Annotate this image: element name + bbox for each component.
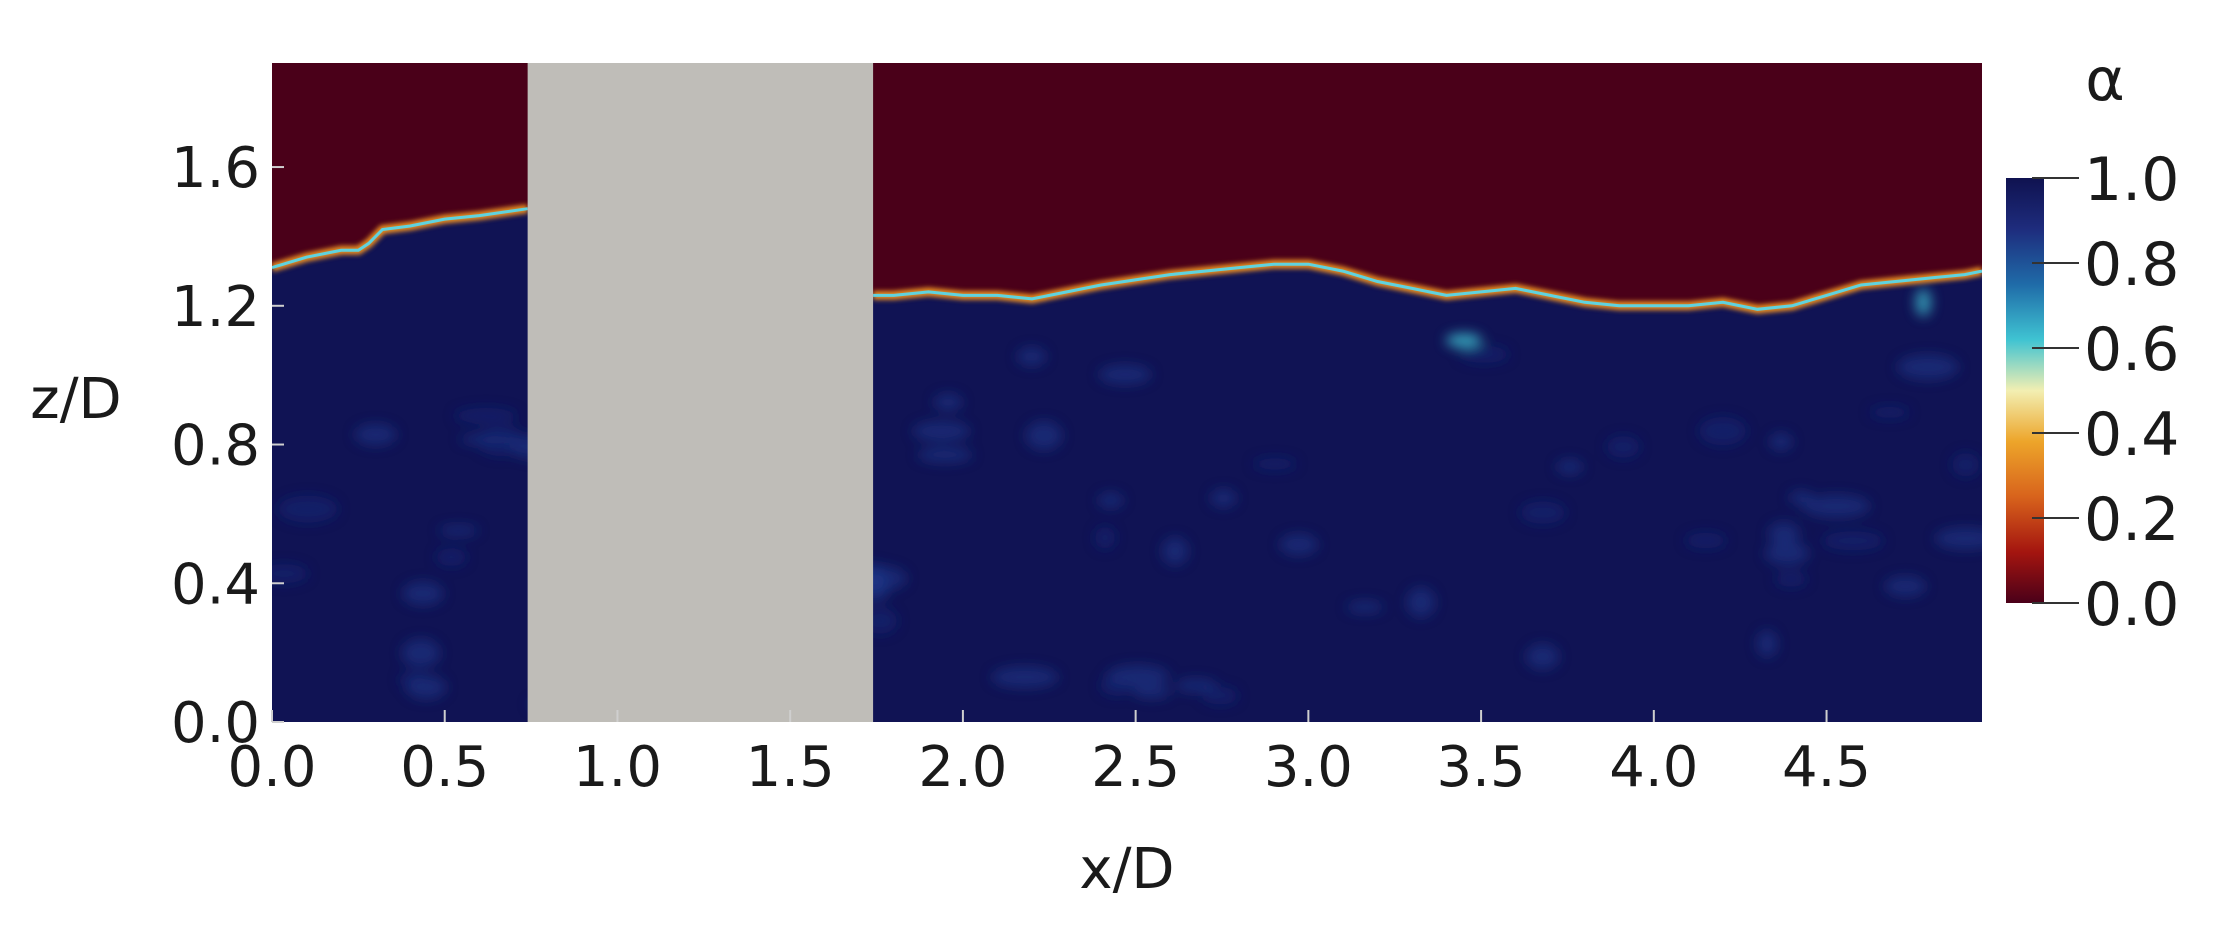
- x-tick-label: 2.5: [1091, 735, 1180, 800]
- eddy-blob: [1253, 458, 1297, 470]
- eddy-blob: [1769, 433, 1793, 451]
- y-tick-label: 1.2: [171, 275, 260, 340]
- eddy-blob: [1768, 522, 1800, 545]
- x-tick-label: 1.5: [746, 735, 835, 800]
- eddy-blob: [1802, 494, 1871, 518]
- x-axis-label: x/D: [1079, 837, 1174, 902]
- eddy-blob: [991, 666, 1059, 688]
- eddy-blob: [1952, 452, 1980, 477]
- x-tick-label: 3.5: [1437, 735, 1526, 800]
- colorbar: α 0.0 0.2 0.4 0.6 0.8 1.0: [2006, 45, 2179, 640]
- eddy-blob: [1279, 534, 1318, 555]
- x-tick-label: 4.5: [1782, 735, 1871, 800]
- eddy-blob: [402, 581, 444, 606]
- eddy-blob: [1210, 489, 1237, 508]
- colorbar-tick-label: 0.4: [2084, 400, 2179, 470]
- eddy-blob: [1098, 364, 1152, 385]
- plot-area: [272, 63, 1982, 722]
- eddy-blob: [438, 525, 479, 536]
- eddy-blob: [912, 421, 971, 442]
- eddy-blob: [1915, 288, 1932, 317]
- eddy-blob: [1174, 678, 1218, 693]
- eddy-blob: [1869, 406, 1910, 419]
- x-tick-label: 4.0: [1609, 735, 1698, 800]
- eddy-blob: [277, 495, 338, 523]
- eddy-blob: [1520, 501, 1566, 524]
- eddy-blob: [1100, 675, 1134, 696]
- eddy-blob: [1132, 685, 1172, 699]
- eddy-blob: [1346, 601, 1384, 613]
- eddy-blob: [399, 671, 429, 688]
- colorbar-gradient: [2006, 178, 2044, 603]
- colorbar-tick-label: 0.6: [2084, 315, 2179, 385]
- eddy-blob: [1162, 537, 1189, 566]
- eddy-blob: [1699, 417, 1747, 446]
- eddy-blob: [401, 638, 440, 668]
- eddy-blob: [1934, 527, 1982, 550]
- eddy-blob: [1765, 541, 1809, 566]
- eddy-blob: [354, 424, 397, 446]
- eddy-blob: [917, 447, 973, 463]
- y-tick-label: 1.6: [171, 136, 260, 201]
- x-tick-label: 2.0: [918, 735, 1007, 800]
- eddy-blob: [1025, 421, 1063, 450]
- eddy-blob: [1685, 532, 1727, 549]
- eddy-blob: [1406, 587, 1435, 618]
- eddy-blob: [1459, 346, 1509, 363]
- colorbar-ticks: 0.0 0.2 0.4 0.6 0.8 1.0: [2032, 145, 2179, 640]
- x-tick-label: 3.0: [1264, 735, 1353, 800]
- eddy-blob: [1822, 531, 1884, 551]
- y-tick-label: 0.4: [171, 552, 260, 617]
- eddy-blob: [1788, 491, 1814, 505]
- eddy-blob: [1775, 571, 1807, 587]
- y-tick-label: 0.8: [171, 414, 260, 479]
- eddy-blob: [1097, 492, 1124, 508]
- colorbar-tick-label: 1.0: [2084, 145, 2179, 215]
- colorbar-tick-label: 0.2: [2084, 485, 2179, 555]
- eddy-blob: [1556, 459, 1583, 475]
- eddy-blob: [454, 408, 518, 424]
- y-axis-label: z/D: [30, 367, 121, 432]
- y-tick-label: 0.0: [171, 691, 260, 756]
- eddy-blob: [1526, 643, 1560, 670]
- x-tick-label: 0.0: [227, 735, 316, 800]
- eddy-blob: [1202, 687, 1239, 705]
- x-tick-label: 0.5: [400, 735, 489, 800]
- eddy-blob: [435, 548, 467, 567]
- eddy-blob: [477, 426, 526, 456]
- eddy-blob: [1897, 354, 1959, 380]
- x-tick-label: 1.0: [573, 735, 662, 800]
- eddy-blob: [1884, 576, 1926, 597]
- eddy-blob: [1017, 347, 1047, 366]
- eddy-blob: [1606, 436, 1640, 458]
- x-axis: 0.0 0.5 1.0 1.5 2.0 2.5 3.0 3.5 4.0 4.5: [227, 710, 1871, 800]
- eddy-blob: [1756, 630, 1778, 658]
- colorbar-tick-label: 0.0: [2084, 570, 2179, 640]
- colorbar-tick-label: 0.8: [2084, 230, 2179, 300]
- free-surface-interface: [272, 207, 1982, 311]
- eddy-blob: [1094, 526, 1116, 549]
- eddy-blob: [933, 393, 963, 411]
- colorbar-label: α: [2085, 45, 2125, 115]
- eddy-blob: [272, 564, 309, 584]
- obstacle-block: [527, 63, 874, 722]
- y-axis: 0.0 0.4 0.8 1.2 1.6: [171, 136, 284, 756]
- eddy-blob: [1445, 333, 1482, 348]
